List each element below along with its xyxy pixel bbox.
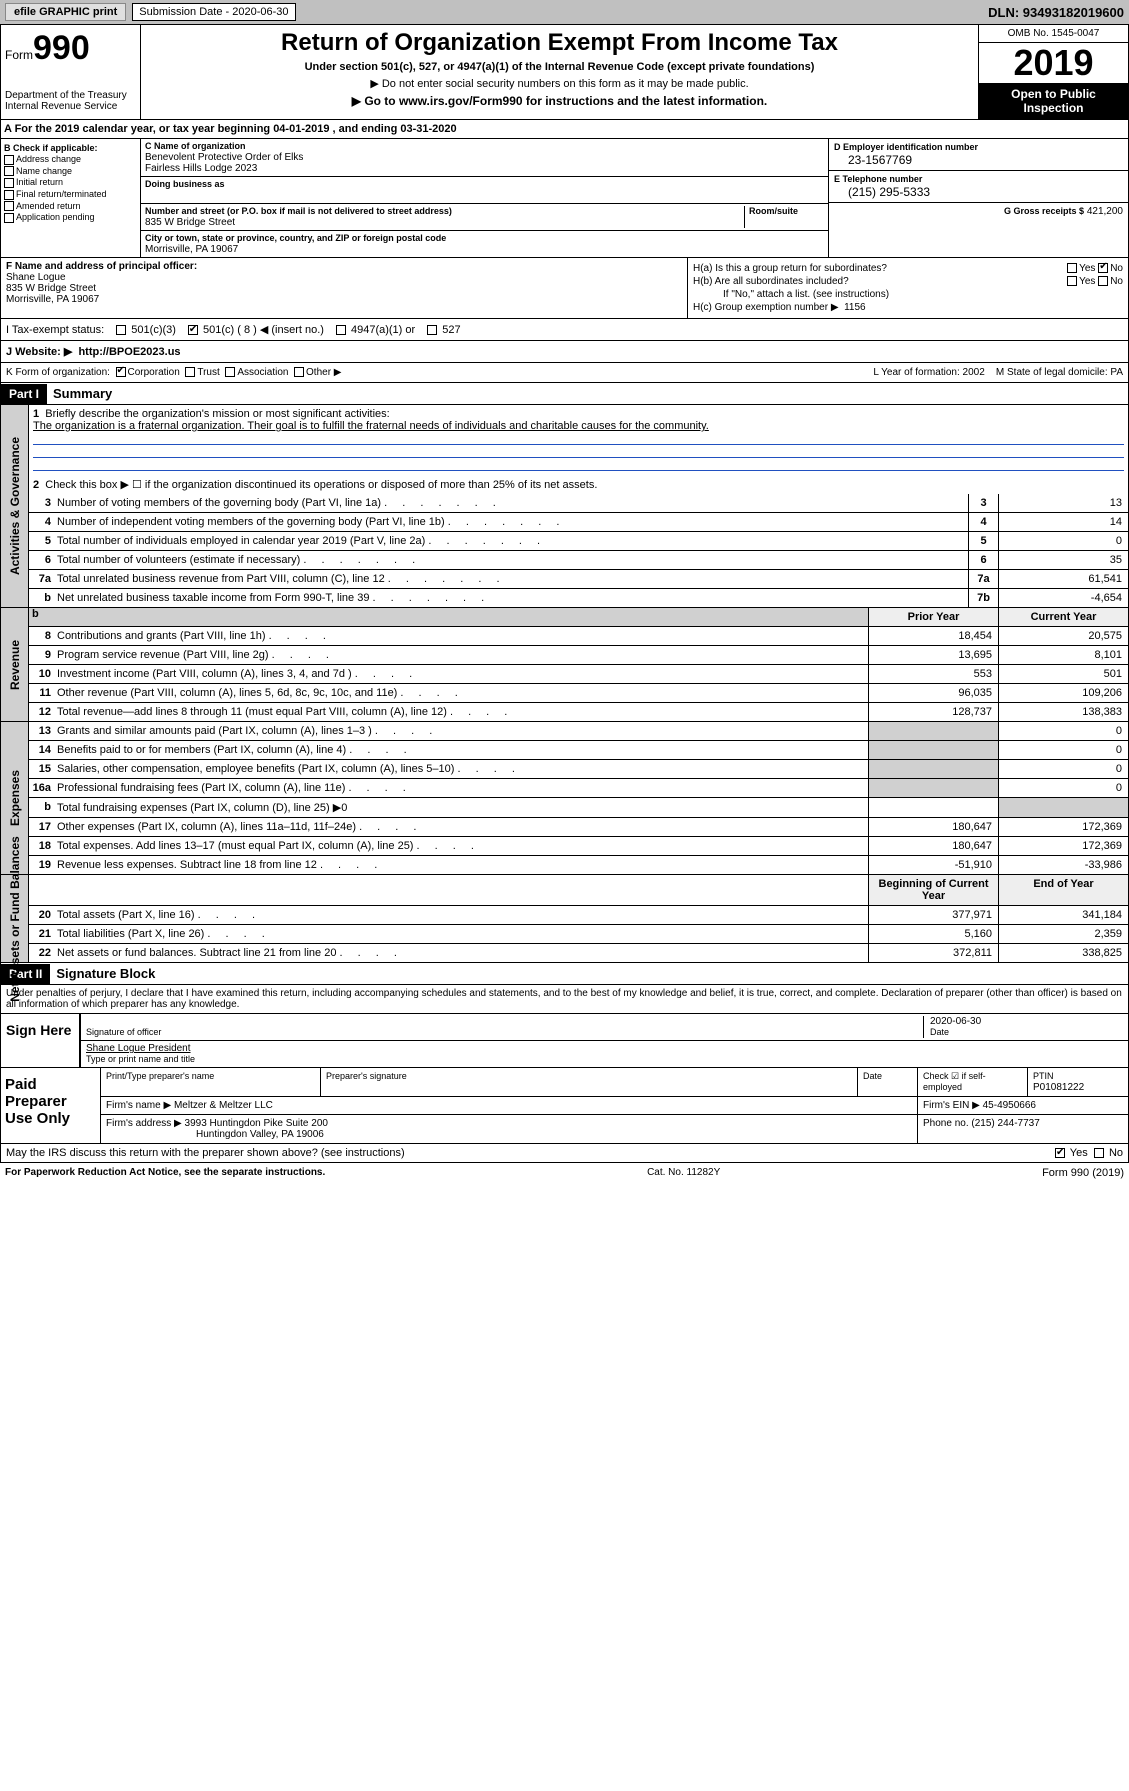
org-name: Benevolent Protective Order of Elks Fair… <box>145 152 303 174</box>
telephone: (215) 295-5333 <box>834 185 930 199</box>
firm-address: 3993 Huntingdon Pike Suite 200 <box>185 1118 328 1129</box>
firm-ein: 45-4950666 <box>983 1100 1036 1111</box>
net-assets-section: Net Assets or Fund Balances Beginning of… <box>0 875 1129 963</box>
ein: 23-1567769 <box>834 153 912 167</box>
website-url[interactable]: http://BPOE2023.us <box>78 346 180 358</box>
check-applicable: B Check if applicable: Address change Na… <box>1 139 141 257</box>
entity-info: B Check if applicable: Address change Na… <box>0 139 1129 258</box>
submission-date: Submission Date - 2020-06-30 <box>132 3 295 21</box>
part1-header: Part I Summary <box>0 383 1129 405</box>
form-number: 990 <box>33 29 90 67</box>
org-address: 835 W Bridge Street <box>145 217 235 228</box>
officer-name: Shane Logue <box>6 272 682 283</box>
officer-print: Shane Logue President <box>86 1043 191 1054</box>
tax-exempt-status: I Tax-exempt status: 501(c)(3) 501(c) ( … <box>0 319 1129 341</box>
efile-print-button[interactable]: efile GRAPHIC print <box>5 3 126 21</box>
website-row: J Website: ▶ http://BPOE2023.us <box>0 341 1129 363</box>
year-formation: L Year of formation: 2002 <box>873 367 984 378</box>
instructions-link[interactable]: ▶ Go to www.irs.gov/Form990 for instruct… <box>149 94 970 108</box>
org-city: Morrisville, PA 19067 <box>145 244 238 255</box>
tax-year: 2019 <box>979 43 1128 83</box>
form-subtitle: Under section 501(c), 527, or 4947(a)(1)… <box>149 61 970 73</box>
part2-header: Part II Signature Block <box>0 963 1129 985</box>
mission-text: The organization is a fraternal organiza… <box>33 420 709 432</box>
form-label: Form <box>5 48 33 62</box>
page-footer: For Paperwork Reduction Act Notice, see … <box>0 1163 1129 1183</box>
sign-date: 2020-06-30 <box>930 1016 981 1027</box>
form-header: Form990 Department of the Treasury Inter… <box>0 24 1129 120</box>
department: Department of the Treasury Internal Reve… <box>5 90 136 112</box>
firm-name: Meltzer & Meltzer LLC <box>174 1100 273 1111</box>
form-title: Return of Organization Exempt From Incom… <box>149 29 970 57</box>
expenses-section: Expenses 13Grants and similar amounts pa… <box>0 722 1129 875</box>
activities-governance: Activities & Governance 1 Briefly descri… <box>0 405 1129 608</box>
signature-block: Under penalties of perjury, I declare th… <box>0 985 1129 1163</box>
ssn-note: ▶ Do not enter social security numbers o… <box>149 77 970 90</box>
group-exemption: 1156 <box>844 302 866 313</box>
dln: DLN: 93493182019600 <box>988 5 1124 20</box>
revenue-section: Revenue bPrior YearCurrent Year 8Contrib… <box>0 608 1129 722</box>
gross-receipts: 421,200 <box>1087 206 1123 217</box>
firm-phone: (215) 244-7737 <box>971 1118 1039 1129</box>
omb-number: OMB No. 1545-0047 <box>979 25 1128 43</box>
officer-group-info: F Name and address of principal officer:… <box>0 258 1129 319</box>
top-toolbar: efile GRAPHIC print Submission Date - 20… <box>0 0 1129 24</box>
ptin: P01081222 <box>1033 1082 1084 1093</box>
open-public: Open to Public Inspection <box>979 83 1128 119</box>
state-domicile: M State of legal domicile: PA <box>996 367 1123 378</box>
form-of-org: K Form of organization: Corporation Trus… <box>0 363 1129 383</box>
tax-period: A For the 2019 calendar year, or tax yea… <box>0 120 1129 139</box>
